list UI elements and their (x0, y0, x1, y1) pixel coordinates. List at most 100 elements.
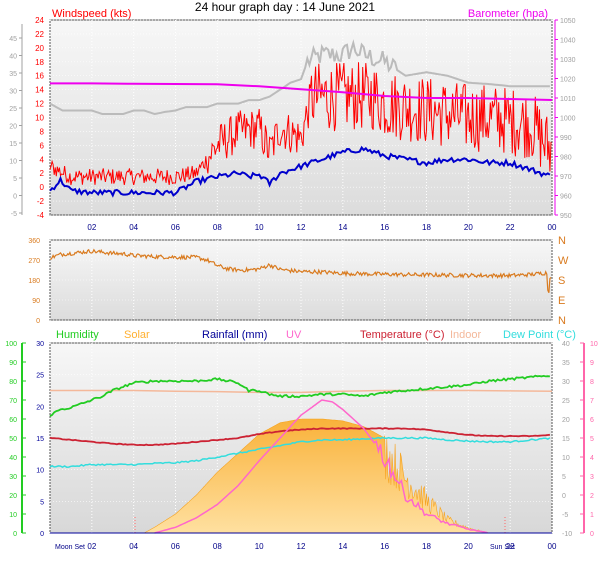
rain-tick: 0 (40, 531, 44, 538)
wind-outer-tick: 0 (13, 194, 17, 201)
wind-x-tick: 22 (506, 223, 515, 232)
uv-tick: 4 (590, 455, 594, 462)
baro-tick: 950 (560, 213, 572, 220)
wind-kts-tick: 10 (35, 114, 44, 123)
climate-x-tick: 18 (422, 542, 431, 551)
wind-x-tick: 06 (171, 223, 180, 232)
climate-x-tick: 08 (213, 542, 222, 551)
dew-point-series (49, 436, 551, 469)
temperature-tick: 25 (562, 398, 570, 405)
wind-kts-tick: 0 (40, 183, 45, 192)
temperature-tick: -5 (562, 512, 568, 519)
windspeed-legend: Windspeed (kts) (52, 8, 131, 20)
wind-x-tick: 20 (464, 223, 473, 232)
wind-x-tick: 04 (129, 223, 138, 232)
rain-tick: 20 (36, 404, 44, 411)
rain-tick: 25 (36, 373, 44, 380)
wind-x-tick: 10 (255, 223, 264, 232)
barometer-series (50, 82, 553, 101)
compass-label: S (558, 275, 565, 287)
wind-kts-tick: 18 (35, 58, 44, 67)
wind-outer-tick: 40 (9, 54, 17, 61)
wind-kts-tick: 14 (35, 86, 44, 95)
humidity-tick: 10 (9, 512, 17, 519)
climate-legend-item: Temperature (°C) (360, 329, 444, 341)
uv-tick: 7 (590, 398, 594, 405)
uv-tick: 0 (590, 531, 594, 538)
climate-legend-item: Dew Point (°C) (503, 329, 576, 341)
uv-tick: 9 (590, 360, 594, 367)
wind-gust-series (49, 39, 550, 116)
baro-tick: 980 (560, 155, 572, 162)
rain-tick: 30 (36, 341, 44, 348)
temperature-tick: 20 (562, 417, 570, 424)
wind-outer-tick: 5 (13, 176, 17, 183)
wind-x-tick: 08 (213, 223, 222, 232)
wind-outer-tick: 25 (9, 106, 17, 113)
climate-legend-item: Rainfall (mm) (202, 329, 267, 341)
indoor-temperature-series (50, 389, 553, 394)
wind-kts-tick: 24 (35, 16, 44, 25)
wind-outer-tick: 10 (9, 159, 17, 166)
climate-x-tick: 16 (380, 542, 389, 551)
climate-legend-item: UV (286, 329, 302, 341)
uv-tick: 6 (590, 417, 594, 424)
uv-tick: 1 (590, 512, 594, 519)
humidity-tick: 70 (9, 398, 17, 405)
solar-area (143, 418, 490, 534)
temperature-tick: 10 (562, 455, 570, 462)
wind-outer-tick: 45 (9, 36, 17, 43)
climate-x-tick: 22 (506, 542, 515, 551)
uv-tick: 3 (590, 474, 594, 481)
temperature-tick: 5 (562, 474, 566, 481)
wind-kts-tick: -4 (37, 211, 45, 220)
rain-tick: 15 (36, 436, 44, 443)
wind-x-tick: 02 (87, 223, 96, 232)
temperature-tick: 40 (562, 341, 570, 348)
compass-label: N (558, 235, 566, 247)
climate-legend-item: Indoor (450, 329, 482, 341)
direction-deg-tick: 180 (28, 278, 40, 285)
temperature-series (49, 427, 550, 447)
climate-x-tick: 12 (297, 542, 306, 551)
sun-set-label: Sun Set (490, 544, 515, 551)
wind-direction-series (50, 248, 552, 293)
average-wind-series (49, 145, 551, 198)
climate-x-tick: 10 (255, 542, 264, 551)
uv-tick: 8 (590, 379, 594, 386)
barometer-legend: Barometer (hpa) (468, 8, 548, 20)
wind-x-tick: 12 (297, 223, 306, 232)
wind-x-tick: 00 (548, 223, 557, 232)
temperature-tick: 0 (562, 493, 566, 500)
rain-tick: 10 (36, 468, 44, 475)
climate-x-tick: 20 (464, 542, 473, 551)
humidity-tick: 100 (5, 341, 17, 348)
baro-tick: 1010 (560, 96, 576, 103)
temperature-tick: 15 (562, 436, 570, 443)
humidity-tick: 90 (9, 360, 17, 367)
uv-tick: 5 (590, 436, 594, 443)
wind-kts-tick: 22 (35, 30, 44, 39)
wind-outer-tick: 20 (9, 124, 17, 131)
humidity-tick: 60 (9, 417, 17, 424)
humidity-series (49, 374, 550, 417)
climate-x-tick: 00 (548, 542, 557, 551)
windspeed-series (49, 62, 552, 186)
climate-legend-item: Humidity (56, 329, 99, 341)
baro-tick: 970 (560, 174, 572, 181)
baro-tick: 990 (560, 135, 572, 142)
baro-tick: 1020 (560, 77, 576, 84)
wind-kts-tick: -2 (37, 197, 45, 206)
climate-x-tick: 14 (338, 542, 347, 551)
chart-title: 24 hour graph day : 14 June 2021 (195, 0, 375, 14)
wind-outer-tick: 15 (9, 141, 17, 148)
direction-deg-tick: 360 (28, 238, 40, 245)
baro-tick: 1050 (560, 18, 576, 25)
baro-tick: 1030 (560, 57, 576, 64)
wind-kts-tick: 8 (40, 127, 45, 136)
wind-kts-tick: 16 (35, 72, 44, 81)
wind-kts-tick: 12 (35, 100, 44, 109)
temperature-tick: 30 (562, 379, 570, 386)
temperature-tick: 35 (562, 360, 570, 367)
